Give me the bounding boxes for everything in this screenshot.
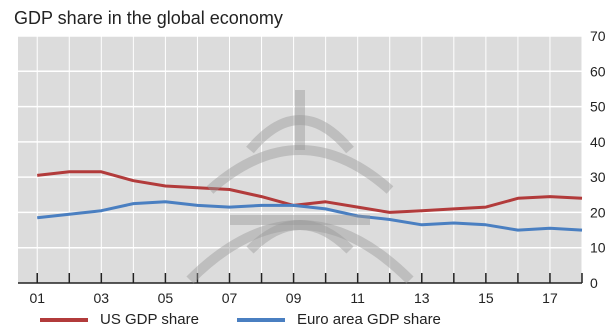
- gridlines: [18, 35, 583, 283]
- x-tick-label-11: 11: [350, 290, 365, 306]
- y-tick-label-50: 50: [590, 99, 606, 115]
- x-tick-label-13: 13: [414, 290, 430, 306]
- plot-area: [18, 36, 582, 283]
- chart-title: GDP share in the global economy: [14, 8, 283, 28]
- x-tick-label-05: 05: [158, 290, 174, 306]
- series-lines: [37, 170, 583, 232]
- legend-item-euro: Euro area GDP share: [236, 311, 441, 328]
- x-tick-label-03: 03: [94, 290, 110, 306]
- y-tick-label-40: 40: [590, 134, 606, 150]
- x-axis-labels: 01 03 05 07 09 11 13 15 17: [29, 290, 558, 306]
- y-tick-label-60: 60: [590, 63, 606, 79]
- legend: US GDP share Euro area GDP share: [40, 311, 479, 328]
- y-tick-label-20: 20: [590, 204, 606, 220]
- legend-swatch-us: [40, 317, 88, 322]
- legend-item-us: US GDP share: [40, 311, 199, 328]
- x-tick-label-01: 01: [29, 290, 45, 306]
- legend-label-euro: Euro area GDP share: [296, 311, 441, 328]
- x-axis: [18, 273, 583, 284]
- y-tick-label-10: 10: [590, 240, 606, 256]
- series-line-us: [37, 170, 583, 214]
- legend-label-us: US GDP share: [100, 311, 199, 328]
- y-tick-label-70: 70: [590, 28, 606, 44]
- y-tick-label-30: 30: [590, 169, 606, 185]
- x-tick-label-17: 17: [542, 290, 558, 306]
- x-tick-label-09: 09: [286, 290, 302, 306]
- y-axis-labels: 0 10 20 30 40 50 60 70: [590, 28, 606, 291]
- y-tick-label-0: 0: [590, 275, 598, 291]
- x-tick-label-15: 15: [478, 290, 494, 306]
- legend-swatch-euro: [236, 317, 285, 322]
- series-line-euro: [37, 200, 583, 232]
- x-tick-label-07: 07: [222, 290, 238, 306]
